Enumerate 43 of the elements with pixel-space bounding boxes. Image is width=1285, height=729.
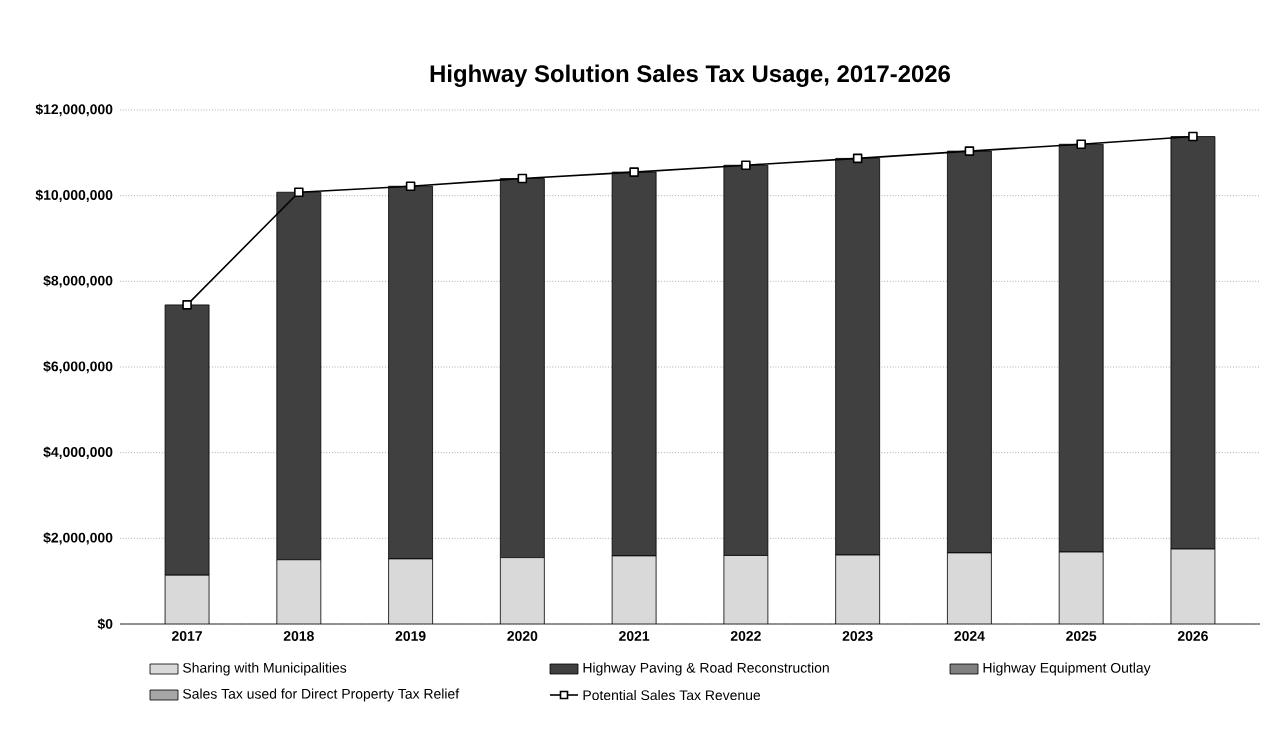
point (1076, 139, 1086, 150)
x-tick-label: 2021 (619, 631, 650, 641)
legend-label: Highway Equipment Outlay (983, 662, 1151, 676)
point (852, 153, 863, 164)
bar (947, 552, 992, 624)
x-tick-label: 2022 (730, 631, 761, 641)
x-tick-label: 2020 (507, 631, 538, 641)
legend-label: Potential Sales Tax Revenue (583, 689, 761, 701)
x-tick-label: 2017 (172, 631, 202, 641)
y-tick-label: $10,000,000 (35, 189, 113, 202)
point (294, 187, 304, 198)
x-tick-label: 2024 (954, 631, 985, 641)
x-tick-label: 2023 (842, 631, 873, 641)
chart-title: Highway Solution Sales Tax Usage, 2017-2026 (430, 64, 951, 87)
legend-label: Highway Paving & Road Reconstruction (583, 662, 829, 676)
bar (835, 555, 880, 624)
bar (500, 557, 545, 624)
bar (723, 555, 768, 624)
point (405, 181, 416, 192)
bar (165, 575, 210, 624)
point (517, 173, 528, 184)
y-tick-label: $4,000,000 (43, 446, 113, 459)
point (1188, 131, 1198, 142)
point (629, 167, 639, 177)
point (182, 300, 192, 310)
legend-label: Sales Tax used for Direct Property Tax Relief (183, 688, 460, 702)
bar (276, 559, 321, 624)
legend-label: Sharing with Municipalities (183, 662, 347, 676)
x-tick-label: 2018 (283, 631, 314, 641)
x-tick-label: 2019 (395, 631, 426, 641)
bar (612, 555, 657, 624)
point (964, 146, 975, 156)
bar (1059, 552, 1104, 624)
y-tick-label: $6,000,000 (43, 360, 113, 374)
y-tick-label: $2,000,000 (43, 532, 113, 545)
bar (1170, 548, 1216, 624)
y-tick-label: $12,000,000 (35, 103, 113, 117)
x-tick-label: 2026 (1177, 631, 1208, 641)
y-tick-label: $8,000,000 (43, 275, 113, 288)
y-tick-label: $0 (97, 618, 113, 630)
bar (388, 558, 433, 624)
point (741, 160, 751, 171)
x-tick-label: 2025 (1066, 631, 1097, 641)
